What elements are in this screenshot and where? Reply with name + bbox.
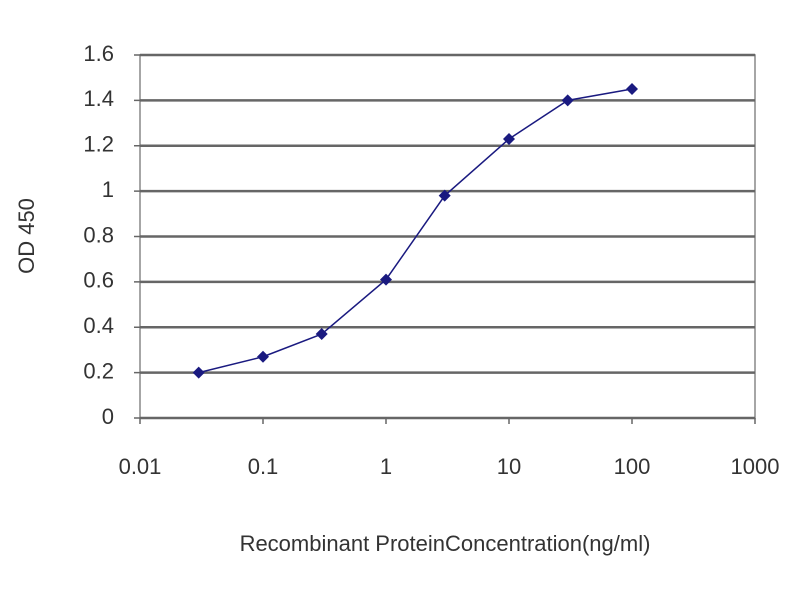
x-tick-label: 10 xyxy=(497,454,521,479)
y-tick-label: 0 xyxy=(102,404,114,429)
data-point xyxy=(503,132,515,145)
x-axis-title: Recombinant ProteinConcentration(ng/ml) xyxy=(240,531,651,556)
x-tick-label: 0.01 xyxy=(119,454,162,479)
data-point xyxy=(257,350,269,363)
y-tick-label: 0.2 xyxy=(83,358,114,383)
y-tick-label: 1.4 xyxy=(83,86,114,111)
data-point xyxy=(380,273,392,286)
x-tick-label: 0.1 xyxy=(248,454,279,479)
y-tick-label: 0.6 xyxy=(83,268,114,293)
data-point xyxy=(438,189,451,202)
data-point xyxy=(192,366,205,379)
data-point xyxy=(626,83,638,96)
y-tick-label: 0.8 xyxy=(83,222,114,247)
y-axis-title: OD 450 xyxy=(14,198,39,274)
x-tick-label: 100 xyxy=(614,454,651,479)
data-point xyxy=(315,328,328,341)
data-line xyxy=(198,88,633,374)
x-tick-label: 1 xyxy=(380,454,392,479)
y-tick-label: 1.6 xyxy=(83,41,114,66)
y-tick-label: 0.4 xyxy=(83,313,114,338)
data-point xyxy=(561,94,574,107)
y-tick-label: 1.2 xyxy=(83,132,114,157)
y-tick-label: 1 xyxy=(102,177,114,202)
x-tick-label: 1000 xyxy=(731,454,780,479)
